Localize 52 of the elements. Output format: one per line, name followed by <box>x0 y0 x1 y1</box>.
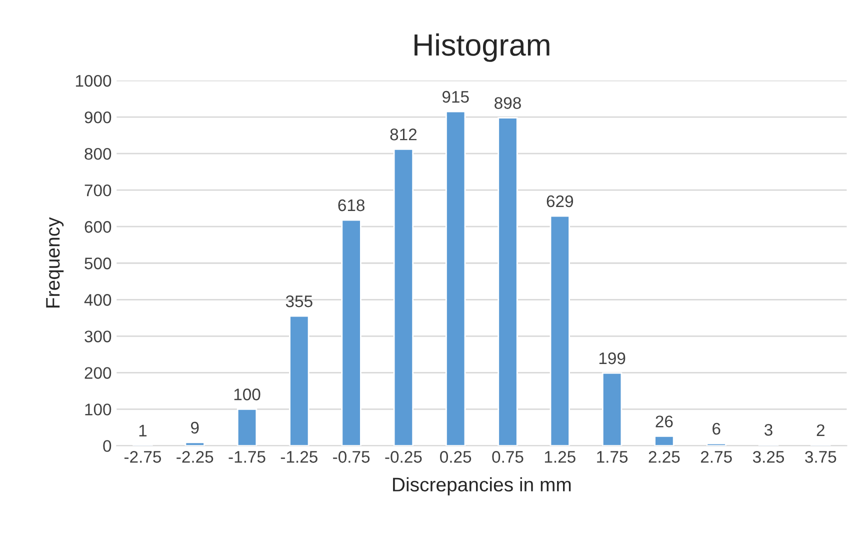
y-tick-label: 600 <box>84 221 112 233</box>
x-tick-label: -0.75 <box>333 451 370 463</box>
x-tick-label: 3.25 <box>752 451 784 463</box>
data-label: 629 <box>546 195 574 208</box>
data-label: 3 <box>764 424 772 436</box>
x-tick-label: -1.75 <box>228 451 266 463</box>
bar <box>446 110 466 446</box>
y-tick-label: 400 <box>84 294 112 306</box>
data-label: 1 <box>139 424 147 436</box>
y-tick-label: 500 <box>84 258 112 270</box>
y-tick-label: 100 <box>85 404 112 416</box>
y-axis-title: Frequency <box>46 217 64 308</box>
data-label: 2 <box>816 424 824 436</box>
data-label: 100 <box>234 388 260 400</box>
bar <box>184 442 205 446</box>
x-tick-label: 3.75 <box>805 451 836 463</box>
x-tick-label: 0.25 <box>440 451 472 463</box>
x-tick-label: 2.75 <box>700 451 732 463</box>
bar <box>498 117 518 446</box>
x-tick-label: -0.25 <box>385 451 422 463</box>
bar <box>236 408 258 446</box>
y-tick-label: 1000 <box>76 74 112 87</box>
data-label: 915 <box>442 90 469 103</box>
data-label: 199 <box>599 352 626 364</box>
x-tick-label: 1.25 <box>544 451 576 463</box>
y-tick-label: 200 <box>84 367 112 379</box>
x-tick-label: -1.25 <box>280 451 318 463</box>
x-tick-label: 1.75 <box>597 451 628 463</box>
bar <box>289 315 310 446</box>
data-label: 355 <box>286 295 312 308</box>
data-label: 9 <box>191 422 199 434</box>
x-tick-label: -2.75 <box>124 451 162 463</box>
x-tick-label: 2.25 <box>648 451 680 463</box>
data-label: 898 <box>494 97 521 109</box>
bar <box>393 148 414 446</box>
bar <box>550 215 570 446</box>
chart-title: Histogram <box>414 33 550 62</box>
y-tick-label: 0 <box>103 440 112 452</box>
bar <box>602 372 622 446</box>
y-tick-label: 900 <box>84 111 112 124</box>
data-label: 26 <box>656 416 673 428</box>
data-label: 812 <box>390 128 417 140</box>
y-tick-label: 700 <box>84 184 112 196</box>
bar <box>341 219 362 446</box>
bar <box>654 436 674 446</box>
y-tick-label: 300 <box>84 330 112 342</box>
y-tick-label: 800 <box>84 148 112 160</box>
x-tick-label: -2.25 <box>176 451 214 463</box>
x-tick-label: 0.75 <box>492 451 524 463</box>
x-axis-title: Discrepancies in mm <box>393 477 571 496</box>
data-label: 6 <box>712 422 720 435</box>
data-label: 618 <box>338 199 364 212</box>
